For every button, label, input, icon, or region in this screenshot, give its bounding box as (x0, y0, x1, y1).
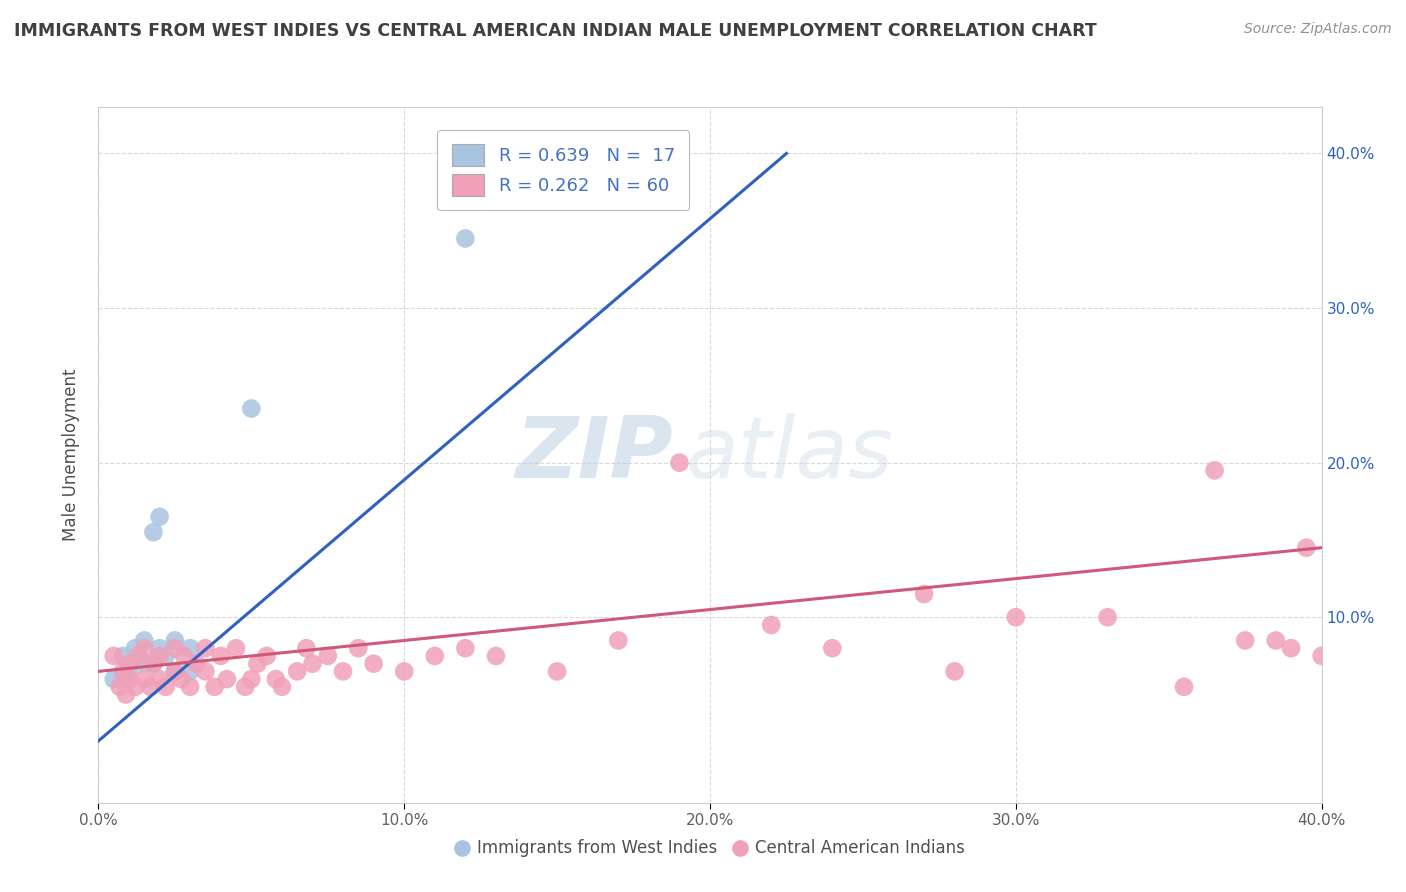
Point (1295, 541, 1317, 555)
Point (240, 401, 263, 416)
Text: atlas: atlas (686, 413, 894, 497)
Point (118, 657, 141, 671)
Point (155, 680, 177, 694)
Point (163, 665, 186, 679)
Point (423, 648, 446, 663)
Point (347, 641, 370, 656)
Point (454, 641, 477, 656)
Point (194, 641, 217, 656)
Point (485, 648, 508, 663)
Point (1310, 648, 1333, 663)
Point (821, 641, 844, 656)
Point (134, 672, 156, 686)
Point (179, 665, 201, 679)
Point (115, 688, 138, 702)
Point (118, 665, 141, 679)
Point (233, 680, 256, 694)
Point (301, 657, 323, 671)
Point (173, 648, 195, 663)
Point (149, 509, 172, 524)
Point (240, 672, 263, 686)
Point (607, 633, 630, 648)
Point (1279, 641, 1302, 656)
Point (134, 657, 156, 671)
Point (149, 641, 172, 656)
Point (209, 648, 232, 663)
Point (124, 641, 146, 656)
Point (134, 641, 156, 656)
Point (111, 665, 134, 679)
Point (163, 641, 186, 656)
Point (215, 672, 238, 686)
Point (1204, 463, 1226, 477)
Point (912, 587, 935, 601)
Point (392, 665, 416, 679)
Point (363, 657, 385, 671)
Y-axis label: Male Unemployment: Male Unemployment (62, 368, 80, 541)
Point (118, 672, 141, 686)
Point (111, 648, 134, 663)
Point (295, 641, 318, 656)
Point (155, 648, 177, 663)
Point (1173, 680, 1195, 694)
Point (759, 618, 782, 632)
Text: IMMIGRANTS FROM WEST INDIES VS CENTRAL AMERICAN INDIAN MALE UNEMPLOYMENT CORRELA: IMMIGRANTS FROM WEST INDIES VS CENTRAL A… (14, 22, 1097, 40)
Point (134, 633, 156, 648)
Legend: Immigrants from West Indies, Central American Indians: Immigrants from West Indies, Central Ame… (449, 833, 972, 864)
Point (332, 665, 354, 679)
Point (103, 648, 125, 663)
Point (149, 672, 172, 686)
Point (103, 672, 125, 686)
Point (142, 525, 165, 540)
Point (179, 680, 201, 694)
Point (194, 665, 217, 679)
Point (264, 672, 287, 686)
Point (316, 648, 339, 663)
Point (142, 657, 165, 671)
Point (943, 665, 966, 679)
Point (1234, 633, 1257, 648)
Point (204, 680, 226, 694)
Point (142, 657, 165, 671)
Point (1264, 633, 1286, 648)
Point (170, 672, 193, 686)
Point (246, 657, 269, 671)
Point (108, 680, 131, 694)
Point (124, 680, 146, 694)
Point (1004, 610, 1026, 624)
Text: Source: ZipAtlas.com: Source: ZipAtlas.com (1244, 22, 1392, 37)
Point (139, 680, 162, 694)
Point (149, 648, 172, 663)
Point (668, 456, 690, 470)
Text: ZIP: ZIP (516, 413, 673, 497)
Point (179, 641, 201, 656)
Point (163, 633, 186, 648)
Point (270, 680, 292, 694)
Point (546, 665, 568, 679)
Point (256, 648, 278, 663)
Point (163, 665, 186, 679)
Point (454, 231, 477, 245)
Point (1097, 610, 1119, 624)
Point (285, 665, 308, 679)
Point (225, 641, 247, 656)
Point (127, 648, 149, 663)
Point (186, 657, 208, 671)
